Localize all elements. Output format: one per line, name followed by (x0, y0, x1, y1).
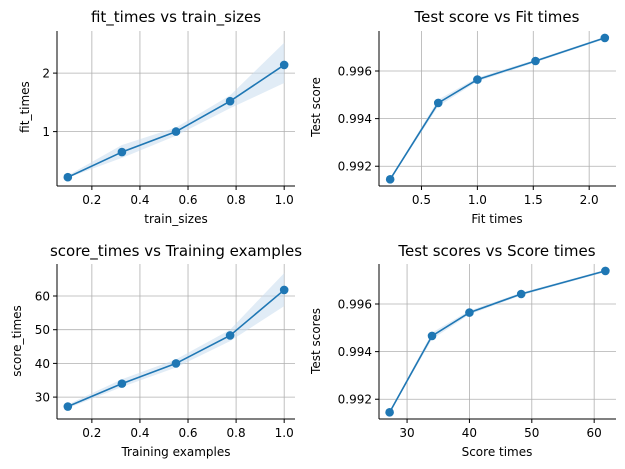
x-tick-label: 40 (462, 426, 477, 440)
panel-score-times-vs-training-examples: score_times vs Training examples Trainin… (10, 242, 302, 459)
data-point (171, 359, 181, 368)
x-tick-label: 0.6 (178, 193, 197, 207)
data-point (473, 75, 482, 84)
x-tick-label: 0.4 (130, 193, 149, 207)
x-axis-label: Fit times (471, 212, 522, 226)
data-point (601, 266, 610, 276)
data-point (600, 33, 610, 43)
y-tick-label: 50 (35, 323, 50, 337)
y-axis-label: Test score (309, 77, 323, 138)
x-tick-label: 1.0 (275, 426, 294, 440)
data-point (117, 379, 127, 388)
data-point (225, 331, 235, 340)
y-tick-label: 40 (35, 357, 50, 371)
x-axis-label: train_sizes (144, 212, 207, 226)
y-tick-label: 0.996 (338, 298, 372, 312)
data-point (63, 172, 73, 182)
y-tick-label: 0.992 (338, 160, 372, 174)
y-axis-label: score_times (10, 305, 24, 377)
panel-test-score-vs-fit-times: Test score vs Fit times Fit times Test s… (309, 8, 616, 226)
y-axis-label: Test scores (309, 308, 323, 375)
x-tick-label: 2.0 (580, 193, 599, 207)
x-tick-label: 0.2 (82, 426, 101, 440)
x-tick-label: 30 (399, 426, 414, 440)
x-tick-label: 0.5 (412, 193, 431, 207)
data-point (516, 289, 526, 299)
data-point (117, 147, 127, 157)
confidence-band (390, 36, 605, 181)
data-point (465, 308, 474, 317)
data-point (279, 285, 289, 295)
panel-title: fit_times vs train_sizes (91, 8, 261, 27)
x-tick-label: 0.8 (227, 426, 246, 440)
y-tick-label: 0.996 (338, 65, 372, 79)
x-tick-label: 1.0 (468, 193, 487, 207)
confidence-band (67, 273, 285, 409)
y-axis-label: fit_times (18, 81, 32, 133)
y-tick-label: 0.992 (338, 393, 372, 407)
x-tick-label: 1.5 (524, 193, 543, 207)
y-tick-label: 30 (35, 391, 50, 405)
x-axis-label: Training examples (120, 445, 230, 459)
data-point (63, 402, 73, 411)
y-tick-label: 0.994 (338, 112, 372, 126)
x-axis-label: Score times (462, 445, 533, 459)
panel-fit-times-vs-train-sizes: fit_times vs train_sizes train_sizes fit… (18, 8, 295, 226)
data-point (225, 96, 235, 106)
panel-title: Test scores vs Score times (397, 242, 595, 260)
x-tick-label: 0.2 (82, 193, 101, 207)
data-point (433, 98, 443, 108)
x-tick-label: 1.0 (275, 193, 294, 207)
y-tick-label: 1 (42, 125, 50, 139)
x-tick-label: 0.4 (130, 426, 149, 440)
data-point (385, 408, 394, 417)
x-tick-label: 0.8 (227, 193, 246, 207)
y-tick-label: 2 (42, 67, 50, 81)
panel-test-scores-vs-score-times: Test scores vs Score times Score times T… (309, 242, 616, 459)
panel-title: score_times vs Training examples (50, 242, 302, 261)
confidence-band (67, 42, 285, 178)
x-tick-label: 60 (587, 426, 602, 440)
data-point (279, 60, 289, 70)
panel-title: Test score vs Fit times (414, 8, 580, 26)
data-point (385, 175, 395, 184)
y-tick-label: 60 (35, 290, 50, 304)
data-point (427, 331, 437, 341)
x-tick-label: 0.6 (178, 426, 197, 440)
x-tick-label: 50 (524, 426, 539, 440)
y-tick-label: 0.994 (338, 345, 372, 359)
data-point (531, 56, 540, 66)
data-point (171, 127, 181, 136)
